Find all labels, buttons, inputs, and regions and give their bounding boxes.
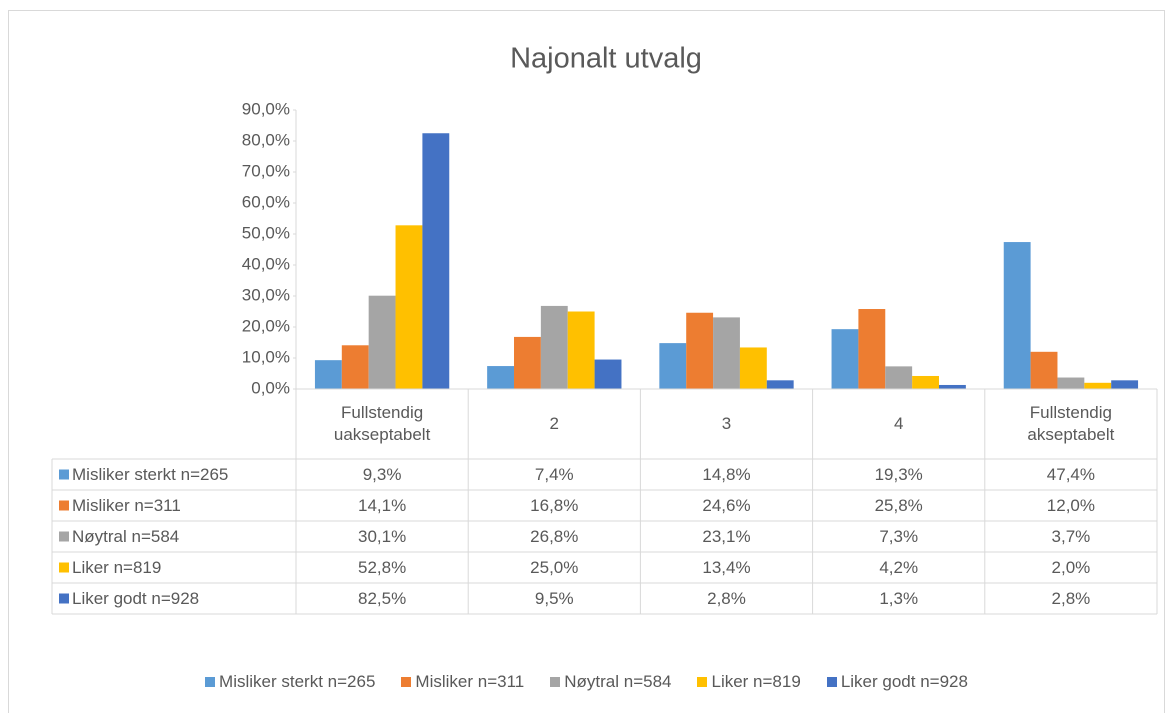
value-label: 52,8% xyxy=(357,557,407,577)
value-label: 24,6% xyxy=(702,495,751,515)
value-label: 82,5% xyxy=(357,588,407,608)
y-tick-label: 90,0% xyxy=(242,99,290,118)
value-label: 16,8% xyxy=(530,495,579,515)
y-tick-label: 60,0% xyxy=(242,192,290,211)
y-tick-label: 10,0% xyxy=(242,347,290,366)
legend-key xyxy=(59,469,69,480)
legend-swatch xyxy=(697,677,708,687)
row-label: Misliker sterkt n=265 xyxy=(72,464,229,484)
bar xyxy=(487,366,515,389)
y-tick-label: 70,0% xyxy=(242,161,290,180)
bar xyxy=(540,305,568,389)
y-tick-label: 30,0% xyxy=(242,285,290,304)
legend-label: Liker godt n=928 xyxy=(840,672,968,691)
y-tick-label: 20,0% xyxy=(242,316,290,335)
value-label: 7,4% xyxy=(534,464,574,484)
legend-item: Misliker n=311 xyxy=(401,672,524,692)
bar xyxy=(395,225,423,389)
category-label: 4 xyxy=(893,414,904,433)
y-tick-label: 0,0% xyxy=(251,378,290,397)
value-label: 3,7% xyxy=(1051,526,1091,546)
value-label: 1,3% xyxy=(879,588,919,608)
bar xyxy=(766,380,794,389)
chart-title: Najonalt utvalg xyxy=(510,43,702,75)
value-label: 2,0% xyxy=(1051,557,1091,577)
category-label: 3 xyxy=(721,414,732,433)
bar xyxy=(422,133,450,389)
y-tick-label: 80,0% xyxy=(242,130,290,149)
legend-swatch xyxy=(205,677,216,687)
value-label: 2,8% xyxy=(707,588,746,608)
value-label: 2,8% xyxy=(1051,588,1091,608)
value-label: 23,1% xyxy=(702,526,751,546)
row-label: Liker n=819 xyxy=(72,557,162,577)
value-label: 13,4% xyxy=(702,557,751,577)
value-label: 12,0% xyxy=(1046,495,1095,515)
legend-swatch xyxy=(826,677,837,687)
bar xyxy=(739,347,767,389)
bar xyxy=(858,309,886,389)
bar xyxy=(659,343,687,389)
bar xyxy=(594,359,622,389)
bar xyxy=(1003,242,1031,389)
legend-label: Misliker sterkt n=265 xyxy=(219,672,376,691)
chart-border xyxy=(8,10,1165,713)
bar xyxy=(1084,382,1112,389)
legend-key xyxy=(59,500,69,511)
legend: Misliker sterkt n=265 Misliker n=311 Nøytr… xyxy=(0,672,1173,692)
legend-key xyxy=(59,562,69,573)
y-tick-label: 40,0% xyxy=(242,254,290,273)
legend-label: Nøytral n=584 xyxy=(564,672,672,691)
bar xyxy=(567,311,595,389)
legend-item: Nøytral n=584 xyxy=(550,672,671,692)
bar xyxy=(831,329,859,389)
legend-item: Misliker sterkt n=265 xyxy=(205,672,375,692)
category-label: 2 xyxy=(549,414,560,433)
legend-key xyxy=(59,531,69,542)
row-label: Nøytral n=584 xyxy=(72,526,180,546)
bar xyxy=(1111,380,1139,389)
value-label: 4,2% xyxy=(879,557,919,577)
y-tick-label: 50,0% xyxy=(242,223,290,242)
value-label: 47,4% xyxy=(1046,464,1095,484)
value-label: 25,0% xyxy=(530,557,579,577)
legend-item: Liker godt n=928 xyxy=(826,672,968,692)
legend-label: Misliker n=311 xyxy=(415,672,525,691)
value-label: 7,3% xyxy=(879,526,919,546)
bar xyxy=(341,345,369,389)
value-label: 30,1% xyxy=(357,526,407,546)
row-label: Liker godt n=928 xyxy=(72,588,200,608)
bar xyxy=(713,317,740,389)
value-label: 19,3% xyxy=(874,464,923,484)
value-label: 9,5% xyxy=(534,588,574,608)
value-label: 14,8% xyxy=(702,464,751,484)
value-label: 9,3% xyxy=(362,464,402,484)
bar xyxy=(885,366,913,389)
legend-item: Liker n=819 xyxy=(697,672,801,692)
category-label: Fullstendig akseptabelt xyxy=(1027,403,1115,444)
bar xyxy=(314,360,342,389)
bar xyxy=(1057,377,1085,389)
bar xyxy=(938,384,966,389)
category-label: Fullstendig uakseptabelt xyxy=(333,403,431,444)
bar xyxy=(1030,351,1058,389)
legend-swatch xyxy=(550,677,561,687)
legend-label: Liker n=819 xyxy=(711,672,801,691)
value-label: 25,8% xyxy=(874,495,923,515)
bar xyxy=(912,375,939,389)
row-label: Misliker n=311 xyxy=(72,495,181,515)
bar xyxy=(368,295,396,389)
legend-key xyxy=(59,593,69,604)
bar xyxy=(686,312,714,389)
legend-swatch xyxy=(401,677,412,687)
bar xyxy=(514,336,541,389)
value-label: 26,8% xyxy=(530,526,579,546)
value-label: 14,1% xyxy=(357,495,407,515)
